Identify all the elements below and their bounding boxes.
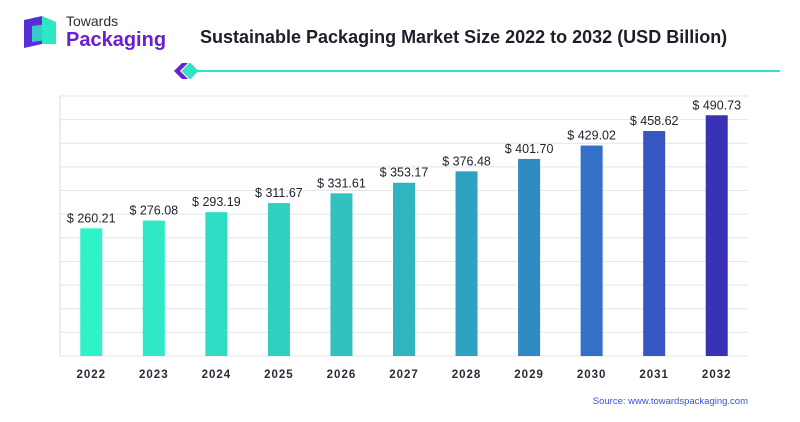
x-tick-label-2022: 2022	[76, 369, 106, 381]
brand-line2: Packaging	[66, 29, 167, 51]
x-tick-label-2030: 2030	[577, 369, 607, 381]
brand-logo: Towards Packaging	[22, 14, 166, 50]
bar-2024	[205, 212, 228, 356]
x-tick-label-2028: 2028	[452, 369, 482, 381]
logo-icon	[24, 16, 56, 48]
x-tick-label-2025: 2025	[264, 369, 294, 381]
x-tick-label-2027: 2027	[389, 369, 419, 381]
data-label-2031: $ 458.62	[630, 114, 679, 128]
x-tick-label-2031: 2031	[639, 369, 669, 381]
brand-line1: Towards	[66, 13, 119, 29]
bar-2026	[330, 193, 353, 356]
data-label-2027: $ 353.17	[380, 166, 429, 180]
bar-2025	[267, 203, 290, 356]
data-label-2024: $ 293.19	[192, 195, 241, 209]
x-tick-label-2026: 2026	[327, 369, 357, 381]
data-label-2028: $ 376.48	[442, 154, 491, 168]
bar-2031	[643, 131, 666, 356]
data-label-2029: $ 401.70	[505, 142, 554, 156]
bar-2028	[455, 171, 478, 356]
header-divider	[174, 62, 780, 80]
x-tick-label-2032: 2032	[702, 369, 732, 381]
data-label-2023: $ 276.08	[129, 204, 178, 218]
x-tick-label-2029: 2029	[514, 369, 544, 381]
source-note: Source: www.towardspackaging.com	[592, 396, 748, 407]
data-label-2032: $ 490.73	[692, 98, 741, 112]
bar-2027	[393, 182, 415, 356]
x-tick-label-2023: 2023	[139, 369, 169, 381]
bar-2030	[580, 145, 603, 356]
data-label-2026: $ 331.61	[317, 176, 366, 190]
data-label-2022: $ 260.21	[67, 211, 116, 225]
bar-2029	[518, 158, 541, 356]
x-tick-label-2024: 2024	[202, 369, 232, 381]
chart-title: Sustainable Packaging Market Size 2022 t…	[200, 27, 728, 47]
bar-2022	[80, 228, 103, 356]
chevron-left-icon	[174, 63, 188, 79]
data-label-2025: $ 311.67	[255, 186, 303, 200]
bar-2032	[705, 115, 728, 356]
data-label-2030: $ 429.02	[567, 129, 616, 143]
bar-2023	[142, 220, 165, 356]
